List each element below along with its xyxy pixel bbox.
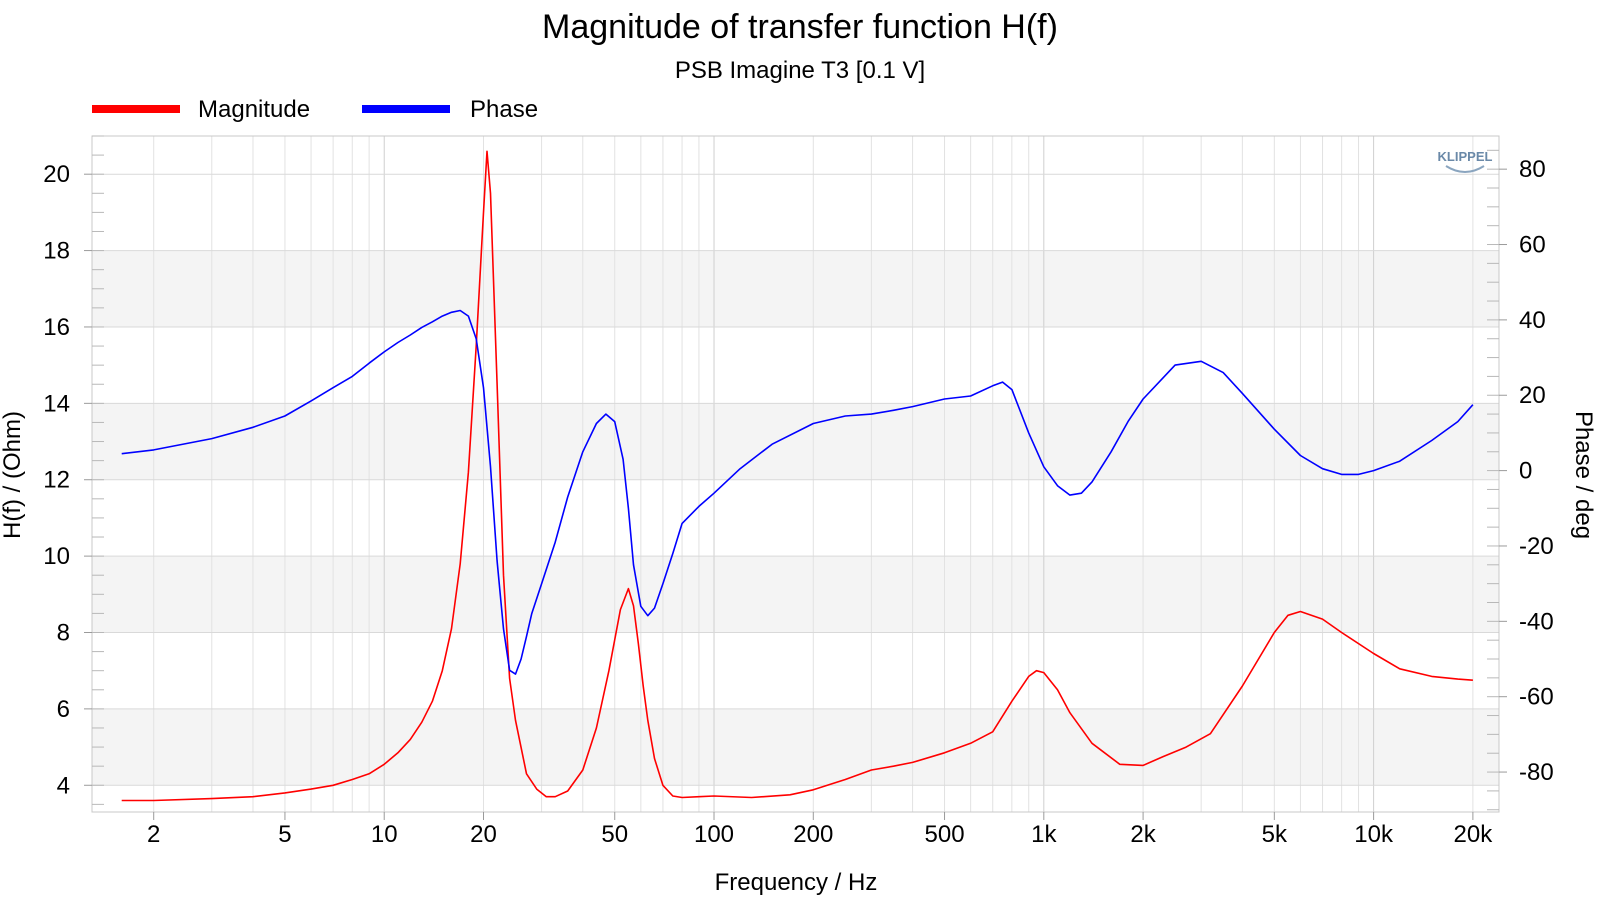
x-tick-label: 2 (147, 821, 160, 848)
y-right-tick-label: 40 (1519, 307, 1546, 334)
x-tick-label: 20 (470, 821, 497, 848)
x-tick-label: 10 (371, 821, 398, 848)
y-left-tick-label: 6 (57, 696, 70, 723)
x-tick-label: 5 (278, 821, 291, 848)
axes: 2 5 10 20 50 100 200 500 1k 2k 5k 10k 20k46810121416… (43, 135, 1554, 848)
plot-band (92, 556, 1499, 633)
legend-label-magnitude: Magnitude (198, 96, 310, 123)
plot-frame (91, 135, 1500, 813)
legend-swatch-phase (362, 105, 450, 113)
klippel-logo-arc (1445, 165, 1485, 173)
grid (92, 136, 1499, 812)
plot-band (92, 708, 1499, 786)
y-left-tick-label: 16 (43, 314, 70, 341)
legend-label-phase: Phase (470, 96, 538, 123)
x-tick-label: 1k (1031, 821, 1057, 848)
klippel-watermark: KLIPPEL (1438, 149, 1493, 164)
x-tick-label: 100 (694, 821, 734, 848)
plot-band (92, 250, 1499, 327)
y-right-tick-label: -60 (1519, 684, 1554, 711)
legend: Magnitude Phase (92, 96, 538, 123)
y-right-tick-label: -80 (1519, 759, 1554, 786)
chart-title: Magnitude of transfer function H(f) (542, 8, 1058, 46)
y-axis-left-label: H(f) / (Ohm) (0, 411, 26, 539)
series-line-phase (121, 309, 1474, 675)
y-left-tick-label: 20 (43, 161, 70, 188)
y-left-tick-label: 14 (43, 390, 70, 417)
legend-swatch-magnitude (92, 105, 180, 113)
y-right-tick-label: 60 (1519, 232, 1546, 259)
plot-area (92, 136, 1499, 812)
y-left-tick-label: 10 (43, 543, 70, 570)
x-tick-label: 10k (1354, 821, 1394, 848)
x-tick-label: 200 (793, 821, 833, 848)
x-tick-label: 50 (601, 821, 628, 848)
x-tick-label: 20k (1454, 821, 1494, 848)
y-axis-right-label: Phase / deg (1570, 411, 1597, 539)
y-right-tick-label: 0 (1519, 458, 1532, 485)
y-left-tick-label: 4 (57, 772, 70, 799)
y-right-tick-label: -20 (1519, 533, 1554, 560)
y-right-tick-label: 20 (1519, 382, 1546, 409)
x-tick-label: 500 (925, 821, 965, 848)
series-layer (121, 150, 1474, 802)
x-axis-label: Frequency / Hz (715, 869, 878, 896)
chart-subtitle: PSB Imagine T3 [0.1 V] (675, 57, 925, 84)
y-left-tick-label: 12 (43, 467, 70, 494)
series-line-magnitude (121, 150, 1473, 802)
x-tick-label: 2k (1130, 821, 1156, 848)
y-left-tick-label: 8 (57, 619, 70, 646)
y-right-tick-label: -40 (1519, 608, 1554, 635)
y-left-tick-label: 18 (43, 238, 70, 265)
x-tick-label: 5k (1262, 821, 1288, 848)
y-right-tick-label: 80 (1519, 156, 1546, 183)
plot-band (92, 403, 1499, 480)
